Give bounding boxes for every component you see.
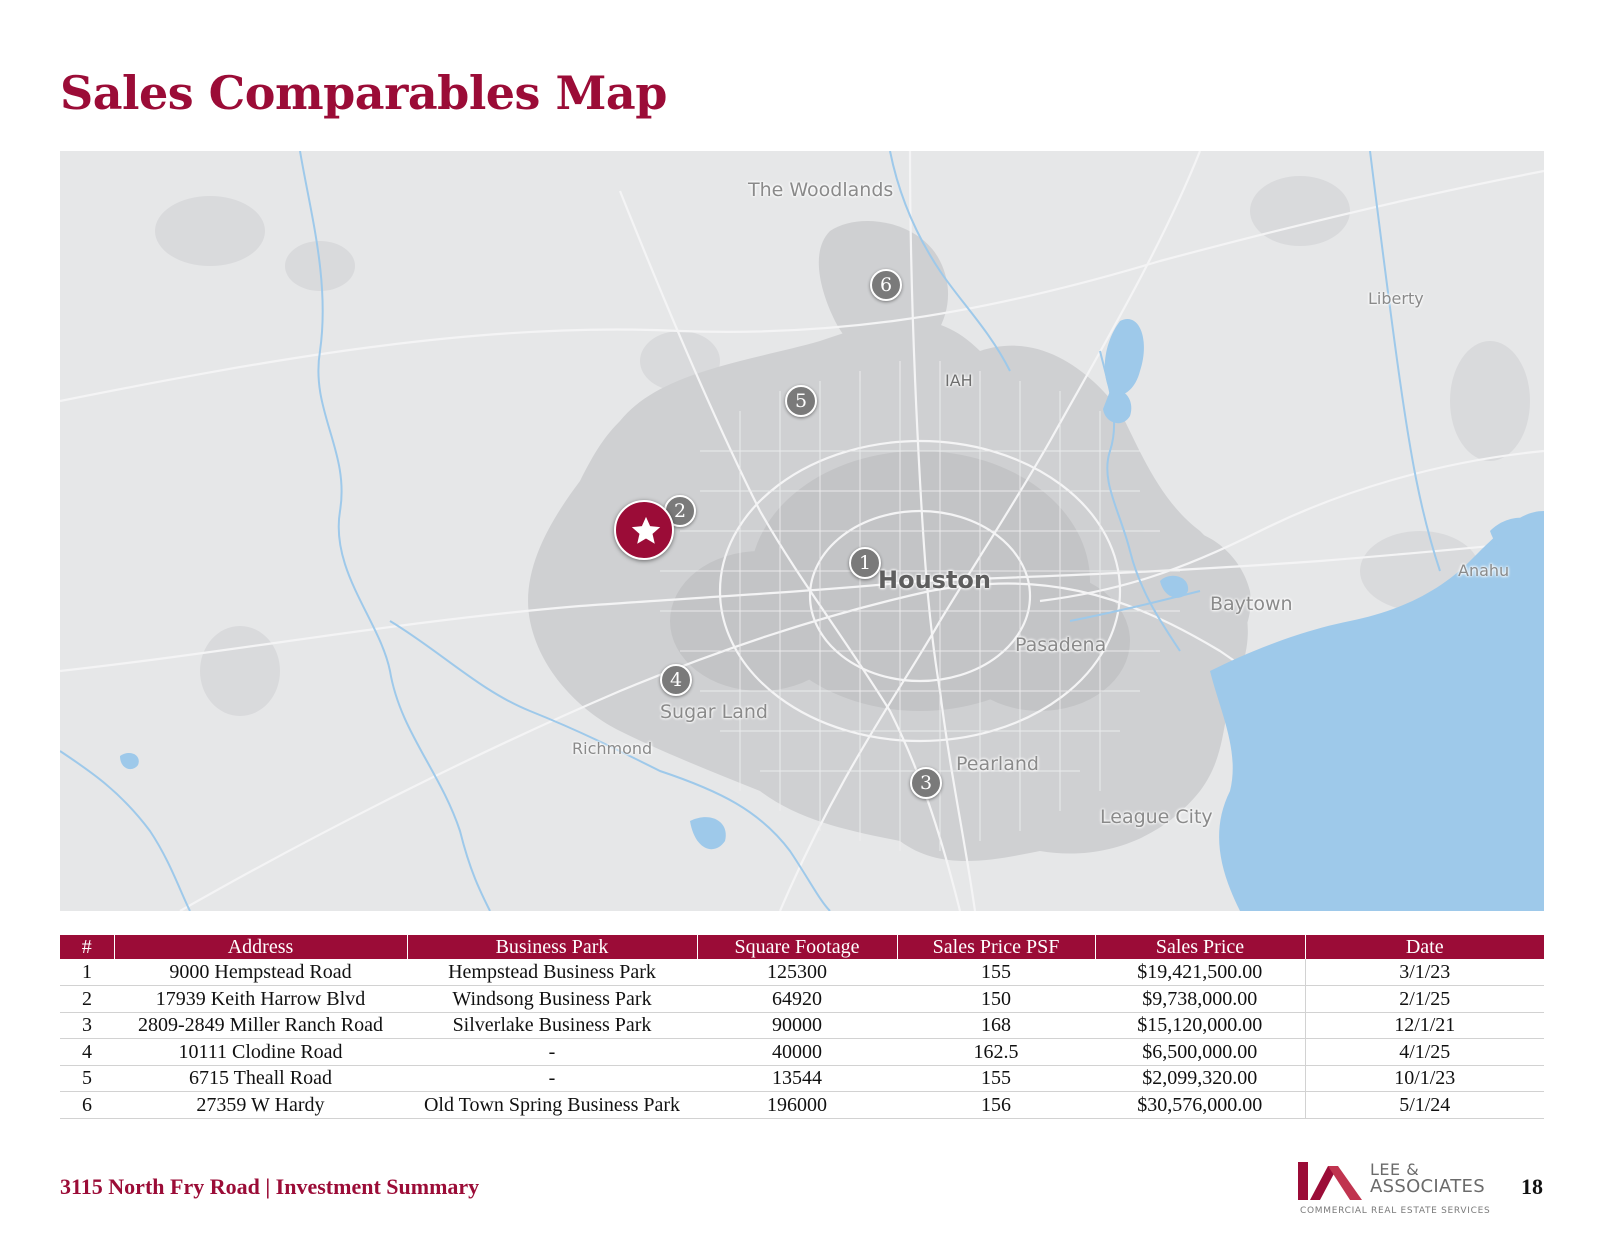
minor-roads	[660, 361, 1180, 851]
water-bodies	[120, 319, 1544, 911]
cell-square-footage: 125300	[697, 959, 897, 986]
cell-sales-price: $19,421,500.00	[1095, 959, 1306, 986]
table-header-row: # Address Business Park Square Footage S…	[60, 935, 1544, 959]
footer-property-title: 3115 North Fry Road | Investment Summary	[60, 1174, 480, 1199]
header-sales-price-psf: Sales Price PSF	[897, 935, 1096, 959]
cell-address: 27359 W Hardy	[114, 1091, 407, 1119]
cell-address: 10111 Clodine Road	[114, 1038, 407, 1066]
cell-sales-price: $30,576,000.00	[1095, 1091, 1306, 1119]
cell-price-psf: 162.5	[897, 1038, 1095, 1066]
map-label-pasadena: Pasadena	[1015, 634, 1107, 656]
header-address: Address	[114, 935, 408, 959]
header-number: #	[60, 935, 115, 959]
cell-address: 6715 Theall Road	[114, 1065, 407, 1092]
page-title: Sales Comparables Map	[60, 66, 667, 120]
cell-square-footage: 13544	[697, 1065, 897, 1092]
map-label-the-woodlands: The Woodlands	[748, 179, 894, 201]
comp-marker-6[interactable]: 6	[870, 269, 902, 301]
lee-associates-logo-mark	[1298, 1162, 1362, 1200]
cell-number: 1	[60, 959, 114, 986]
cell-business-park: -	[407, 1038, 697, 1066]
cell-date: 12/1/21	[1305, 1012, 1544, 1039]
cell-sales-price: $9,738,000.00	[1095, 985, 1306, 1013]
map-label-sugar-land: Sugar Land	[660, 701, 768, 723]
table-row: 1 9000 Hempstead Road Hempstead Business…	[60, 959, 1544, 986]
cell-square-footage: 64920	[697, 985, 897, 1013]
header-date: Date	[1305, 935, 1544, 959]
cell-date: 3/1/23	[1305, 959, 1544, 986]
map-label-liberty: Liberty	[1368, 289, 1424, 308]
cell-date: 5/1/24	[1305, 1091, 1544, 1119]
star-icon	[631, 516, 661, 544]
table-row: 4 10111 Clodine Road - 40000 162.5 $6,50…	[60, 1038, 1544, 1066]
cell-square-footage: 90000	[697, 1012, 897, 1039]
cell-sales-price: $15,120,000.00	[1095, 1012, 1306, 1039]
comp-marker-1[interactable]: 1	[849, 547, 881, 579]
lee-associates-logo: LEE & ASSOCIATES COMMERCIAL REAL ESTATE …	[1298, 1160, 1490, 1218]
cell-square-footage: 196000	[697, 1091, 897, 1119]
logo-tagline: COMMERCIAL REAL ESTATE SERVICES	[1300, 1206, 1491, 1216]
cell-business-park: Hempstead Business Park	[407, 959, 697, 986]
cell-price-psf: 155	[897, 1065, 1095, 1092]
sales-comparables-table: # Address Business Park Square Footage S…	[60, 935, 1544, 1119]
table-row: 3 2809-2849 Miller Ranch Road Silverlake…	[60, 1012, 1544, 1039]
cell-square-footage: 40000	[697, 1038, 897, 1066]
sales-comparables-map[interactable]: The Woodlands Liberty IAH Houston Baytow…	[60, 151, 1544, 911]
map-label-league-city: League City	[1100, 806, 1213, 828]
cell-date: 4/1/25	[1305, 1038, 1544, 1066]
cell-price-psf: 156	[897, 1091, 1095, 1119]
cell-price-psf: 150	[897, 985, 1095, 1013]
cell-business-park: Old Town Spring Business Park	[407, 1091, 697, 1119]
map-label-pearland: Pearland	[956, 753, 1039, 775]
cell-business-park: Silverlake Business Park	[407, 1012, 697, 1039]
cell-address: 9000 Hempstead Road	[114, 959, 407, 986]
cell-business-park: Windsong Business Park	[407, 985, 697, 1013]
cell-price-psf: 155	[897, 959, 1095, 986]
cell-sales-price: $6,500,000.00	[1095, 1038, 1306, 1066]
cell-date: 10/1/23	[1305, 1065, 1544, 1092]
cell-sales-price: $2,099,320.00	[1095, 1065, 1306, 1092]
map-label-richmond: Richmond	[572, 739, 653, 758]
header-business-park: Business Park	[407, 935, 698, 959]
logo-text-line1: LEE &	[1370, 1160, 1420, 1179]
map-label-baytown: Baytown	[1210, 593, 1293, 615]
cell-price-psf: 168	[897, 1012, 1095, 1039]
cell-business-park: -	[407, 1065, 697, 1092]
header-square-footage: Square Footage	[697, 935, 898, 959]
comp-marker-5[interactable]: 5	[785, 385, 817, 417]
map-label-houston: Houston	[878, 566, 991, 594]
cell-number: 4	[60, 1038, 114, 1066]
cell-number: 6	[60, 1091, 114, 1119]
comp-marker-4[interactable]: 4	[660, 664, 692, 696]
subject-property-marker[interactable]	[614, 500, 674, 560]
table-row: 5 6715 Theall Road - 13544 155 $2,099,32…	[60, 1065, 1544, 1092]
logo-text-line2: ASSOCIATES	[1370, 1176, 1485, 1197]
cell-address: 17939 Keith Harrow Blvd	[114, 985, 407, 1013]
cell-date: 2/1/25	[1305, 985, 1544, 1013]
cell-number: 3	[60, 1012, 114, 1039]
map-base-layer	[60, 151, 1544, 911]
map-label-iah: IAH	[945, 371, 973, 390]
cell-address: 2809-2849 Miller Ranch Road	[114, 1012, 407, 1039]
cell-number: 5	[60, 1065, 114, 1092]
page-number: 18	[1521, 1174, 1543, 1199]
table-row: 6 27359 W Hardy Old Town Spring Business…	[60, 1091, 1544, 1119]
header-sales-price: Sales Price	[1095, 935, 1306, 959]
comp-marker-3[interactable]: 3	[910, 767, 942, 799]
cell-number: 2	[60, 985, 114, 1013]
table-row: 2 17939 Keith Harrow Blvd Windsong Busin…	[60, 985, 1544, 1013]
map-label-anahuac: Anahu	[1458, 561, 1510, 580]
